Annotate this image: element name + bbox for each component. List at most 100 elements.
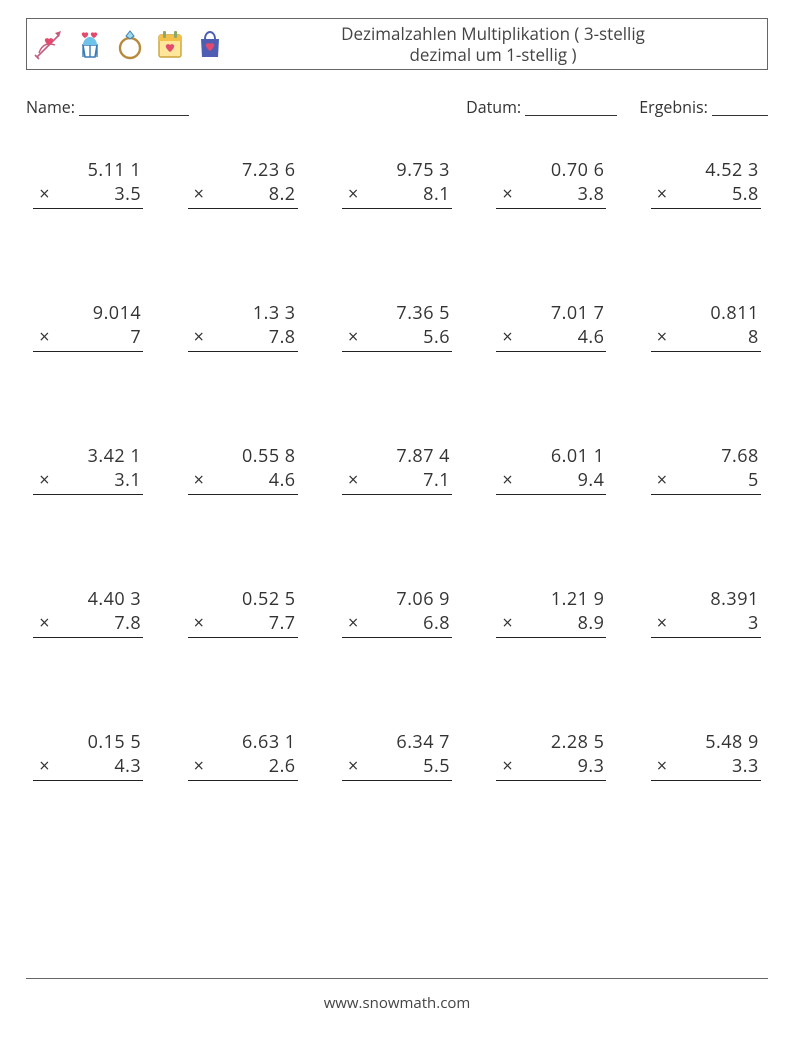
problem: 9.014×7: [33, 301, 143, 352]
problem: 1.21 9×8.9: [496, 587, 606, 638]
multiplier: 8.9: [578, 611, 605, 635]
multiplier: 3.8: [578, 182, 605, 206]
operator: ×: [653, 182, 667, 206]
multiplicand: 7.36 5: [396, 301, 452, 325]
multiplier: 5: [748, 468, 759, 492]
problem: 6.01 1 × 9.4: [496, 444, 606, 495]
worksheet-page: Dezimalzahlen Multiplikation ( 3-stellig…: [0, 0, 794, 1053]
multiplier: 7.8: [269, 325, 296, 349]
header-icons: [27, 27, 227, 61]
operator: ×: [344, 468, 358, 492]
multiplicand: 2.28 5: [551, 730, 607, 754]
multiplier: 2.6: [269, 754, 296, 778]
bag-heart-icon: [193, 27, 227, 61]
multiplier: 9.3: [578, 754, 605, 778]
multiplicand: 7.23 6: [242, 158, 298, 182]
name-blank[interactable]: [79, 101, 189, 116]
multiplier: 9.4: [578, 468, 605, 492]
operator: ×: [653, 325, 667, 349]
operator: ×: [498, 754, 512, 778]
operator: ×: [498, 468, 512, 492]
multiplicand: 4.52 3: [705, 158, 761, 182]
multiplicand: 3.42 1: [88, 444, 144, 468]
problems-grid: 5.11 1×3.57.23 6×8.29.75 3×8.10.70 6×3.8…: [26, 158, 768, 781]
multiplicand: 8.391: [710, 587, 760, 611]
multiplier: 7.1: [423, 468, 450, 492]
multiplicand: 7.87 4: [396, 444, 452, 468]
multiplier: 3.1: [114, 468, 141, 492]
multiplier: 5.6: [423, 325, 450, 349]
multiplicand: 1.3 3: [253, 301, 298, 325]
problem: 0.52 5×7.7: [188, 587, 298, 638]
cupid-arrow-icon: [33, 27, 67, 61]
multiplier: 7.8: [114, 611, 141, 635]
result-label: Ergebnis:: [639, 96, 708, 118]
problem: 7.68 × 5: [651, 444, 761, 495]
problem: 3.42 1 × 3.1: [33, 444, 143, 495]
problem: 7.06 9×6.8: [342, 587, 452, 638]
multiplier: 5.8: [732, 182, 759, 206]
problem: 4.52 3 × 5.8: [651, 158, 761, 209]
result-blank[interactable]: [712, 101, 768, 116]
problem: 7.23 6 × 8.2: [188, 158, 298, 209]
multiplicand: 6.63 1: [242, 730, 298, 754]
multiplicand: 5.11 1: [88, 158, 144, 182]
operator: ×: [35, 468, 49, 492]
multiplier: 6.8: [423, 611, 450, 635]
problem: 0.70 6×3.8: [496, 158, 606, 209]
date-label: Datum:: [466, 96, 521, 118]
multiplier: 3: [748, 611, 759, 635]
multiplicand: 1.21 9: [551, 587, 607, 611]
date-blank[interactable]: [525, 101, 617, 116]
problem: 2.28 5 × 9.3: [496, 730, 606, 781]
footer-url: www.snowmath.com: [0, 993, 794, 1013]
problem: 7.36 5 × 5.6: [342, 301, 452, 352]
problem: 6.34 7 × 5.5: [342, 730, 452, 781]
operator: ×: [190, 182, 204, 206]
multiplicand: 9.75 3: [396, 158, 452, 182]
multiplicand: 0.55 8: [242, 444, 298, 468]
problem: 4.40 3 × 7.8: [33, 587, 143, 638]
name-label: Name:: [26, 96, 75, 118]
operator: ×: [35, 611, 49, 635]
multiplicand: 0.15 5: [88, 730, 144, 754]
operator: ×: [653, 468, 667, 492]
footer-divider: [26, 978, 768, 979]
multiplicand: 0.811: [710, 301, 760, 325]
problem: 0.811 × 8: [651, 301, 761, 352]
multiplicand: 7.06 9: [396, 587, 452, 611]
multiplier: 7.7: [269, 611, 296, 635]
problem: 5.48 9×3.3: [651, 730, 761, 781]
operator: ×: [344, 325, 358, 349]
multiplier: 8: [748, 325, 759, 349]
multiplicand: 4.40 3: [88, 587, 144, 611]
operator: ×: [190, 611, 204, 635]
problem: 7.01 7 × 4.6: [496, 301, 606, 352]
problem: 0.55 8×4.6: [188, 444, 298, 495]
multiplicand: 7.01 7: [551, 301, 607, 325]
problem: 1.3 3×7.8: [188, 301, 298, 352]
problem: 5.11 1×3.5: [33, 158, 143, 209]
operator: ×: [35, 754, 49, 778]
multiplier: 4.3: [114, 754, 141, 778]
ring-icon: [113, 27, 147, 61]
multiplier: 5.5: [423, 754, 450, 778]
multiplier: 3.3: [732, 754, 759, 778]
multiplier: 8.2: [269, 182, 296, 206]
multiplicand: 7.68: [721, 444, 761, 468]
worksheet-title: Dezimalzahlen Multiplikation ( 3-stellig…: [227, 23, 767, 66]
multiplicand: 6.01 1: [551, 444, 607, 468]
operator: ×: [35, 325, 49, 349]
multiplier: 4.6: [578, 325, 605, 349]
header: Dezimalzahlen Multiplikation ( 3-stellig…: [26, 18, 768, 70]
operator: ×: [498, 182, 512, 206]
result-field: Ergebnis:: [639, 96, 768, 118]
operator: ×: [190, 754, 204, 778]
operator: ×: [498, 325, 512, 349]
operator: ×: [344, 754, 358, 778]
info-row: Name: Datum: Ergebnis:: [26, 96, 768, 118]
multiplicand: 6.34 7: [396, 730, 452, 754]
multiplier: 3.5: [114, 182, 141, 206]
multiplicand: 5.48 9: [705, 730, 761, 754]
operator: ×: [653, 611, 667, 635]
